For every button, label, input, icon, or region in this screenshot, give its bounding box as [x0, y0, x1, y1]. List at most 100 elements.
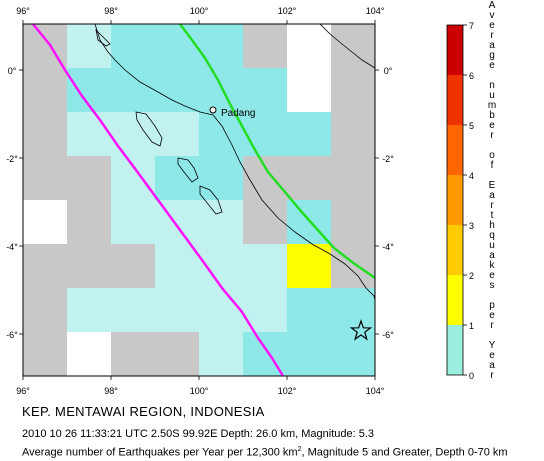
scale-value-5: 5 — [469, 121, 474, 131]
scale-title-letter: n — [489, 80, 495, 91]
grid-cell — [111, 24, 155, 68]
grid-cell — [287, 156, 331, 200]
grid-cell — [23, 112, 67, 156]
map-description: Average number of Earthquakes per Year p… — [22, 446, 508, 459]
region-title: KEP. MENTAWAI REGION, INDONESIA — [22, 404, 265, 419]
grid-cell — [23, 288, 67, 332]
scale-title-letter: g — [489, 50, 495, 61]
lon-label-bottom-102: 102° — [278, 386, 297, 396]
grid-cell — [331, 200, 375, 244]
scale-title-letter: s — [490, 280, 495, 291]
grid-cell — [199, 112, 243, 156]
scale-value-4: 4 — [469, 171, 474, 181]
grid-cell — [111, 288, 155, 332]
grid-cell — [67, 112, 111, 156]
map-ticks — [19, 20, 379, 380]
lat-label-left-2: -2° — [6, 154, 18, 164]
simeulue-island — [95, 28, 111, 47]
padang-city-marker — [209, 106, 217, 114]
grid-cell — [67, 200, 111, 244]
grid-cell — [287, 288, 331, 332]
lat-label-left-4: -4° — [6, 242, 18, 252]
color-scale: 0 1 2 3 4 5 6 7 AveragenumberofEarthquak… — [446, 0, 496, 381]
scale-value-6: 6 — [469, 71, 474, 81]
scale-title-letter: r — [490, 130, 494, 141]
pagai-islands — [199, 185, 223, 215]
grid-cell — [243, 24, 287, 68]
scale-title-letter: k — [490, 260, 496, 271]
grid-cell — [331, 288, 375, 332]
scale-title-letter: r — [490, 30, 494, 41]
scale-title-letter: u — [489, 90, 495, 101]
scale-title-letter: v — [490, 10, 495, 21]
scale-title-letter: a — [489, 250, 495, 261]
lon-label-top-100: 100° — [190, 6, 209, 16]
scale-title-letter: a — [489, 190, 495, 201]
siberut-island — [135, 111, 163, 147]
lat-label-right-0: 0° — [384, 66, 393, 76]
grid-cell — [67, 288, 111, 332]
scale-title-letter: p — [489, 300, 495, 311]
scale-title-letter: q — [489, 230, 495, 241]
lon-label-bottom-100: 100° — [190, 386, 209, 396]
grid-cell — [287, 332, 331, 376]
grid-cell — [199, 200, 243, 244]
lon-label-top-96: 96° — [16, 6, 30, 16]
grid-cell — [155, 112, 199, 156]
scale-title-letter: e — [489, 120, 495, 131]
grid-cell — [111, 332, 155, 376]
lon-label-top-98: 98° — [104, 6, 118, 16]
inland-coastline — [319, 24, 375, 69]
epicenter-star-icon — [349, 319, 373, 341]
grid-cell — [111, 156, 155, 200]
grid-cell — [199, 288, 243, 332]
grid-cell — [155, 288, 199, 332]
lat-label-right-2: -2° — [382, 154, 394, 164]
grid-cell — [243, 244, 287, 288]
grid-cell — [243, 200, 287, 244]
grid-cell — [23, 156, 67, 200]
scale-value-3: 3 — [469, 221, 474, 231]
description-text: Average number of Earthquakes per Year p… — [22, 446, 298, 459]
density-grid — [23, 24, 375, 376]
grid-cell — [199, 332, 243, 376]
lon-label-bottom-96: 96° — [16, 386, 30, 396]
grid-cell — [331, 332, 375, 376]
grid-cell — [23, 332, 67, 376]
scale-title-letter: a — [489, 40, 495, 51]
grid-cell — [155, 156, 199, 200]
description-suffix: , Magnitude 5 and Greater, Depth 0-70 km — [301, 446, 508, 459]
grid-cell — [243, 156, 287, 200]
grid-cell — [23, 68, 67, 112]
grid-cell — [199, 68, 243, 112]
scale-value-1: 1 — [469, 321, 474, 331]
grid-cell — [199, 156, 243, 200]
scale-title-letter: a — [489, 360, 495, 371]
grid-cell — [243, 112, 287, 156]
map-area: Padang — [23, 24, 375, 376]
grid-cell — [331, 24, 375, 68]
scale-title-letter: o — [489, 150, 495, 161]
scale-value-0: 0 — [469, 371, 474, 381]
scale-title-letter: b — [489, 110, 495, 121]
scale-title-letter: e — [489, 60, 495, 71]
lon-label-top-104: 104° — [366, 6, 385, 16]
lat-label-left-0: 0° — [8, 66, 17, 76]
scale-title-letter: r — [490, 320, 494, 331]
grid-cell — [331, 156, 375, 200]
description-superscript: 2 — [297, 446, 302, 453]
sumatra-coastline — [94, 24, 375, 301]
scale-title-letter: E — [489, 180, 496, 191]
scale-title-letter: f — [491, 160, 494, 171]
grid-cell — [111, 244, 155, 288]
scale-title-letter: e — [489, 350, 495, 361]
grid-cell — [23, 244, 67, 288]
grid-cell — [67, 244, 111, 288]
grid-cell — [287, 112, 331, 156]
grid-cell — [331, 112, 375, 156]
scale-title-letter: r — [490, 370, 494, 381]
volcanic-arc-line — [179, 24, 375, 280]
subduction-trench — [32, 24, 285, 376]
scale-title-letter: e — [489, 270, 495, 281]
